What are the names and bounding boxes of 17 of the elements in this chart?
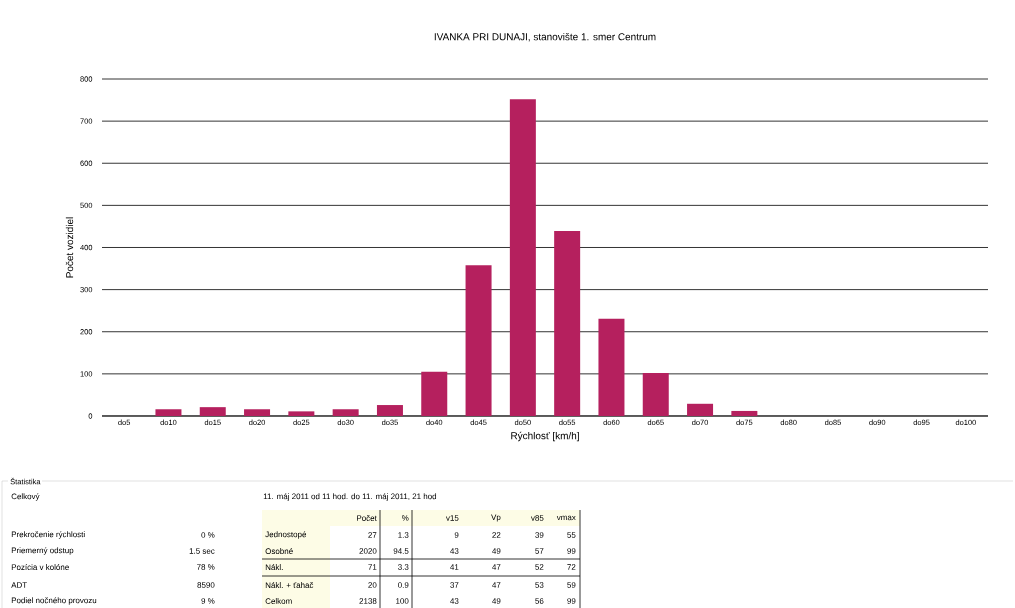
bar bbox=[421, 371, 448, 416]
x-axis-title: Rýchlosť [km/h] bbox=[511, 431, 579, 442]
bar bbox=[598, 318, 625, 416]
bar bbox=[687, 403, 714, 416]
bar bbox=[465, 265, 492, 416]
bar bbox=[731, 410, 758, 416]
bar bbox=[199, 407, 226, 416]
bar bbox=[554, 231, 581, 416]
bar bbox=[332, 409, 359, 416]
bar bbox=[642, 373, 669, 416]
chart-title: IVANKA PRI DUNAJI, stanovište 1. smer Centrum bbox=[434, 32, 656, 42]
bar bbox=[244, 409, 271, 416]
bar bbox=[509, 99, 536, 416]
y-axis-title: Počet vozidiel bbox=[65, 217, 74, 278]
bar bbox=[288, 411, 315, 416]
bar bbox=[376, 405, 403, 416]
bar bbox=[155, 409, 182, 416]
